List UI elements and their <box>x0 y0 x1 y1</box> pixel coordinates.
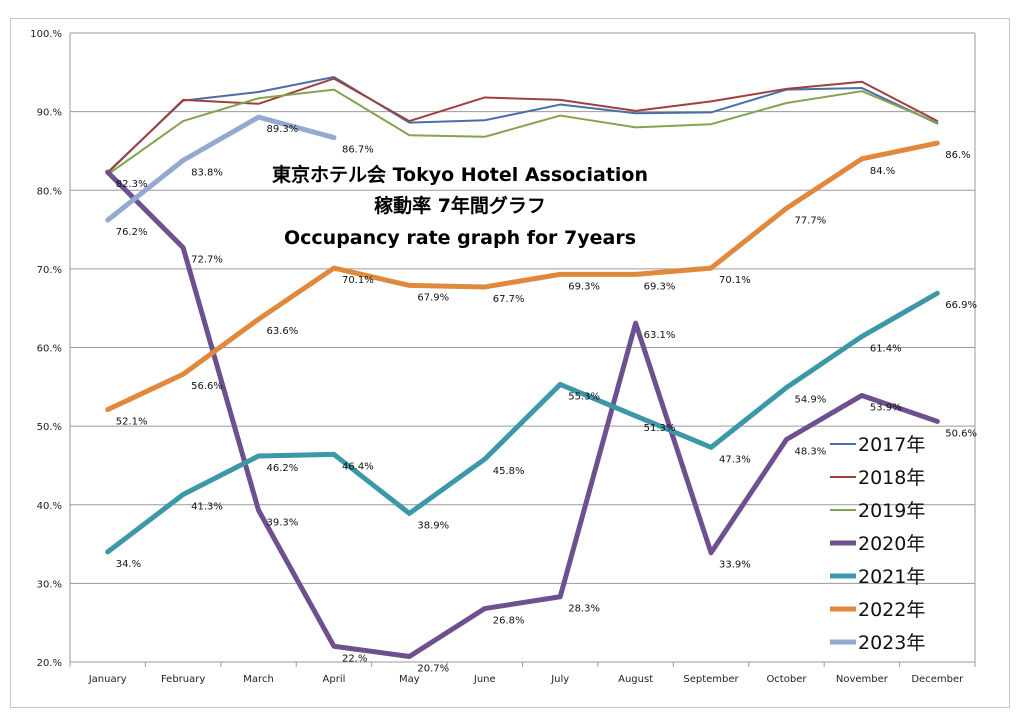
legend-label-3: 2020年 <box>858 533 925 555</box>
data-label: 51.3% <box>644 423 676 434</box>
x-tick-label: October <box>766 674 807 685</box>
series-line-4 <box>105 290 940 555</box>
data-label: 86.% <box>945 150 970 161</box>
legend-label-2: 2019年 <box>858 500 925 522</box>
series-line-5 <box>105 140 940 413</box>
data-label: 89.3% <box>267 124 299 135</box>
chart-frame <box>10 18 1010 708</box>
data-label: 86.7% <box>342 145 374 156</box>
data-label: 55.3% <box>568 391 600 402</box>
series-line-0 <box>106 76 939 174</box>
data-label: 52.1% <box>116 417 148 428</box>
series-line-3 <box>105 169 940 659</box>
series-layer <box>105 76 940 659</box>
x-tick-label: November <box>836 674 889 685</box>
data-label: 20.7% <box>417 663 449 674</box>
y-tick-label: 80.% <box>37 186 62 197</box>
axis-layer: 20.% 30.% 40.% 50.% 60.% 70.% 80.% 90.% 100.% Jan… <box>30 29 976 685</box>
x-tick-label: April <box>323 674 346 685</box>
y-tick-label: 30.% <box>37 579 62 590</box>
data-label-layer: 82.3% 72.7% 39.3% 22.% 20.7% 26.8% 28.3% 63.1% 3… <box>116 124 977 674</box>
series-line-1 <box>106 77 939 174</box>
data-label: 56.6% <box>191 381 223 392</box>
y-tick-label: 90.% <box>37 108 62 119</box>
series-line-6 <box>105 114 337 223</box>
legend-label-6: 2023年 <box>858 632 925 654</box>
data-label: 77.7% <box>794 215 826 226</box>
data-label: 22.% <box>342 653 367 664</box>
data-label: 82.3% <box>116 179 148 190</box>
data-label: 83.8% <box>191 167 223 178</box>
data-label: 72.7% <box>191 255 223 266</box>
legend: 2017年 2018年 2019年 2020年 2021年 2022年 2023年 <box>830 434 925 654</box>
data-label: 63.1% <box>644 330 676 341</box>
chart-title-line-1: 東京ホテル会 Tokyo Hotel Association <box>272 163 648 186</box>
data-label: 45.8% <box>493 466 525 477</box>
series-line-2 <box>106 88 939 176</box>
y-tick-label: 50.% <box>37 422 62 433</box>
data-label: 67.9% <box>417 292 449 303</box>
x-tick-label: December <box>911 674 964 685</box>
x-tick-label: May <box>399 674 420 685</box>
data-label: 53.9% <box>870 402 902 413</box>
data-label: 46.2% <box>267 463 299 474</box>
data-label: 38.9% <box>417 520 449 531</box>
data-label: 61.4% <box>870 343 902 354</box>
x-tick-label: March <box>243 674 273 685</box>
chart-title-line-2: 稼動率 7年間グラフ <box>374 194 546 217</box>
x-tick-label: February <box>161 674 205 685</box>
x-tick-label: July <box>550 674 569 685</box>
data-label: 76.2% <box>116 227 148 238</box>
data-label: 39.3% <box>267 517 299 528</box>
data-label: 69.3% <box>644 281 676 292</box>
data-label: 70.1% <box>342 275 374 286</box>
chart-title: 東京ホテル会 Tokyo Hotel Association 稼動率 7年間グラ… <box>272 163 648 249</box>
x-tick-label: August <box>618 674 653 685</box>
data-label: 26.8% <box>493 616 525 627</box>
y-tick-label: 70.% <box>37 265 62 276</box>
legend-label-0: 2017年 <box>858 434 925 456</box>
legend-label-5: 2022年 <box>858 599 925 621</box>
data-label: 67.7% <box>493 294 525 305</box>
data-label: 54.9% <box>794 395 826 406</box>
data-label: 33.9% <box>719 560 751 571</box>
legend-label-1: 2018年 <box>858 467 925 489</box>
data-label: 47.3% <box>719 454 751 465</box>
y-tick-label: 60.% <box>37 344 62 355</box>
y-tick-label: 100.% <box>30 29 62 40</box>
data-label: 50.6% <box>945 428 977 439</box>
legend-label-4: 2021年 <box>858 566 925 588</box>
x-tick-label: June <box>473 674 496 685</box>
data-label: 28.3% <box>568 604 600 615</box>
data-label: 48.3% <box>794 446 826 457</box>
x-tick-label: September <box>683 674 739 685</box>
data-label: 34.% <box>116 559 141 570</box>
chart-title-line-3: Occupancy rate graph for 7years <box>284 227 636 249</box>
x-tick-label: January <box>88 674 127 685</box>
data-label: 46.4% <box>342 461 374 472</box>
data-label: 84.% <box>870 166 895 177</box>
y-tick-label: 20.% <box>37 658 62 669</box>
data-label: 69.3% <box>568 281 600 292</box>
y-tick-label: 40.% <box>37 501 62 512</box>
grid-layer <box>70 32 975 663</box>
data-label: 41.3% <box>191 502 223 513</box>
data-label: 63.6% <box>267 326 299 337</box>
data-label: 66.9% <box>945 300 977 311</box>
data-label: 70.1% <box>719 275 751 286</box>
